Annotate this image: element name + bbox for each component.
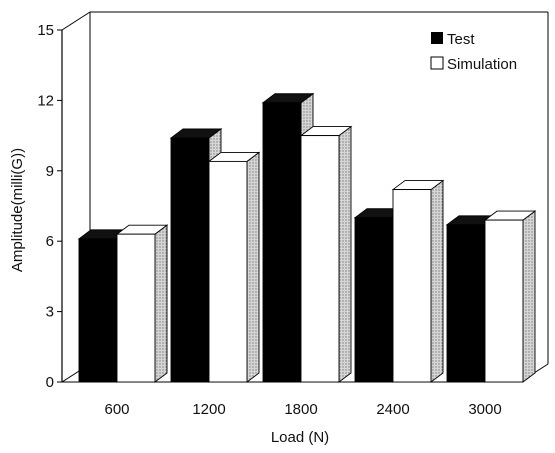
- y-axis-title: Amplitude(milli(G)): [9, 148, 26, 272]
- x-axis: 600 1200 1800 2400 3000: [104, 401, 501, 418]
- bar-front-face: [208, 160, 248, 383]
- bar-front-face: [262, 102, 302, 383]
- x-tick-label: 2400: [376, 401, 409, 418]
- y-tick-label: 9: [46, 163, 54, 180]
- x-tick-label: 1800: [284, 401, 317, 418]
- bar-simulation-1800: [299, 125, 353, 383]
- legend-swatch-simulation: [430, 56, 444, 70]
- bar-front-face: [78, 238, 118, 383]
- bar-simulation-600: [115, 224, 169, 383]
- y-tick-label: 6: [46, 233, 54, 250]
- bar-front-face: [300, 135, 340, 383]
- legend-label-simulation: Simulation: [447, 56, 517, 73]
- x-axis-title: Load (N): [271, 429, 329, 446]
- bar-front-face: [354, 217, 394, 383]
- bar-front-face: [170, 137, 210, 383]
- legend: Test Simulation: [430, 31, 517, 73]
- bar-side-face: [338, 125, 352, 383]
- y-tick-label: 3: [46, 304, 54, 321]
- legend-swatch-test: [431, 32, 443, 44]
- bar-simulation-2400: [391, 179, 445, 383]
- top-depth-edge: [61, 11, 91, 31]
- x-tick-label: 3000: [468, 401, 501, 418]
- x-tick-label: 600: [104, 401, 129, 418]
- bar-simulation-3000: [483, 210, 537, 383]
- bars: [77, 92, 537, 383]
- y-axis: 0 3 6 9 12 15: [37, 22, 62, 391]
- y-tick-label: 12: [37, 92, 54, 109]
- bar-side-face: [522, 210, 536, 383]
- legend-label-test: Test: [447, 31, 475, 48]
- bar-side-face: [246, 151, 260, 383]
- bar-front-face: [392, 189, 432, 383]
- y-tick-label: 15: [37, 22, 54, 39]
- bar-front-face: [446, 224, 486, 383]
- bar-front-face: [484, 219, 524, 383]
- bar-side-face: [430, 179, 444, 383]
- y-tick-label: 0: [46, 374, 54, 391]
- x-tick-label: 1200: [192, 401, 225, 418]
- bar-side-face: [154, 224, 168, 383]
- bar-simulation-1200: [207, 151, 261, 383]
- bar-front-face: [116, 233, 156, 383]
